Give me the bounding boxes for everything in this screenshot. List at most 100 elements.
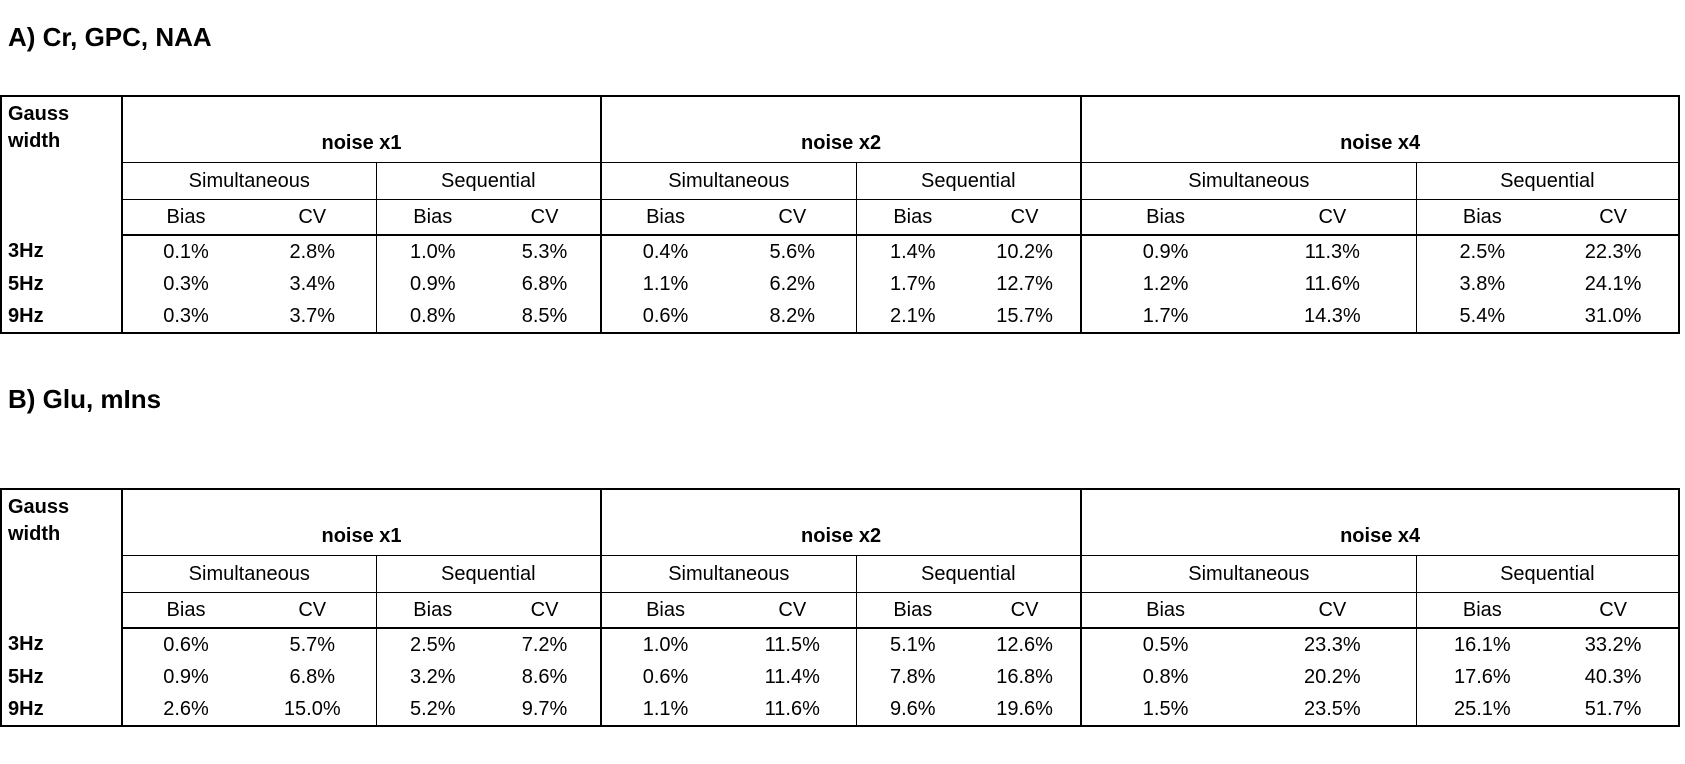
metric-header-bias: Bias [1415, 199, 1549, 236]
metric-header-cv: CV [1249, 199, 1417, 236]
metric-header-cv: CV [729, 199, 857, 236]
value-cell: 5.7% [289, 633, 336, 656]
metric-header-bias: Bias [1080, 592, 1250, 629]
value-cell: 0.1% [121, 235, 249, 268]
value-cell: 5.6% [769, 240, 816, 263]
value-cell: 0.9% [1080, 235, 1250, 268]
row-label: 5Hz [8, 272, 44, 295]
metric-header-bias: Bias [121, 592, 249, 629]
value-cell: 9.7% [521, 697, 568, 720]
method-header-simultaneous: Simultaneous [121, 555, 376, 593]
table-a-title: A) Cr, GPC, NAA [8, 22, 212, 52]
method-header-sequential: Sequential [375, 555, 602, 593]
corner-header-gauss-width: Gauss width [1, 489, 123, 628]
value-cell: 8.6% [521, 665, 568, 688]
corner-header-gauss-width: Gauss width [1, 96, 123, 235]
value-cell: 6.8% [521, 272, 568, 295]
value-cell: 1.1% [600, 693, 730, 726]
value-cell: 51.7% [1584, 697, 1642, 720]
noise-group-header-x2: noise x2 [600, 489, 1082, 556]
metric-header-bias: Bias [855, 199, 970, 236]
value-cell: 5.1% [855, 628, 970, 661]
value-cell: 16.8% [996, 665, 1053, 688]
table-row: Bias CV Bias CV Bias CV Bias CV Bias CV … [1, 199, 1680, 236]
method-header-simultaneous: Simultaneous [600, 162, 857, 200]
value-cell: 5.4% [1415, 300, 1549, 333]
metric-header-bias: Bias [600, 592, 730, 629]
noise-group-header-x1: noise x1 [120, 96, 602, 163]
value-cell: 0.6% [600, 661, 730, 693]
value-cell: 33.2% [1584, 633, 1642, 656]
metric-header-bias: Bias [375, 592, 489, 629]
value-cell: 11.6% [1304, 272, 1360, 295]
value-cell: 0.6% [600, 300, 730, 333]
metric-header-bias: Bias [855, 592, 970, 629]
value-cell: 16.1% [1415, 628, 1549, 661]
row-label: 5Hz [8, 665, 44, 688]
results-table-b: Gauss width noise x1 noise x2 noise x4 S… [0, 488, 1681, 727]
table-row: Gauss width noise x1 noise x2 noise x4 [1, 489, 1680, 628]
metric-header-cv: CV [1548, 592, 1680, 629]
value-cell: 2.5% [1415, 235, 1549, 268]
value-cell: 1.1% [600, 268, 730, 300]
metric-header-bias: Bias [1080, 199, 1250, 236]
value-cell: 3.2% [375, 661, 489, 693]
value-cell: 0.6% [121, 628, 249, 661]
metric-header-cv: CV [729, 592, 857, 629]
value-cell: 6.2% [769, 272, 816, 295]
value-cell: 0.3% [121, 268, 249, 300]
metric-header-bias: Bias [600, 199, 730, 236]
value-cell: 5.2% [375, 693, 489, 726]
value-cell: 3.7% [289, 304, 336, 327]
value-cell: 14.3% [1303, 304, 1361, 327]
metric-header-cv: CV [969, 592, 1082, 629]
corner-header-line1: Gauss [8, 103, 70, 125]
metric-header-cv: CV [969, 199, 1082, 236]
method-header-sequential: Sequential [1415, 555, 1680, 593]
value-cell: 15.7% [996, 304, 1053, 327]
table-row-9hz: 9Hz 0.3% 3.7% 0.8% 8.5% 0.6% 8.2% 2.1% 1… [1, 300, 1679, 333]
value-cell: 22.3% [1584, 240, 1642, 263]
value-cell: 17.6% [1415, 661, 1549, 693]
value-cell: 1.0% [600, 628, 730, 661]
metric-header-cv: CV [249, 592, 376, 629]
value-cell: 2.8% [289, 240, 336, 263]
table-row: Simultaneous Sequential Simultaneous Seq… [1, 162, 1680, 200]
value-cell: 5.3% [521, 240, 568, 263]
method-header-sequential: Sequential [1415, 162, 1680, 200]
row-label: 9Hz [8, 697, 44, 720]
value-cell: 23.5% [1303, 697, 1361, 720]
value-cell: 15.0% [283, 697, 341, 720]
row-label: 3Hz [8, 633, 44, 655]
metric-header-bias: Bias [121, 199, 249, 236]
metric-header-cv: CV [1548, 199, 1680, 236]
value-cell: 1.2% [1080, 268, 1250, 300]
metric-header-bias: Bias [375, 199, 489, 236]
table-row: Simultaneous Sequential Simultaneous Seq… [1, 555, 1680, 593]
metric-header-cv: CV [489, 199, 602, 236]
value-cell: 7.8% [855, 661, 970, 693]
value-cell: 11.5% [764, 633, 820, 656]
value-cell: 1.4% [855, 235, 970, 268]
value-cell: 0.8% [375, 300, 489, 333]
metric-header-cv: CV [1249, 592, 1417, 629]
noise-group-header-x1: noise x1 [120, 489, 602, 556]
table-row-3hz: 3Hz 0.6% 5.7% 2.5% 7.2% 1.0% 11.5% 5.1% … [1, 628, 1679, 661]
value-cell: 0.3% [121, 300, 249, 333]
value-cell: 7.2% [521, 633, 568, 656]
value-cell: 0.9% [121, 661, 249, 693]
metric-header-cv: CV [249, 199, 376, 236]
noise-group-header-x4: noise x4 [1080, 489, 1680, 556]
value-cell: 20.2% [1303, 665, 1361, 688]
table-row-5hz: 5Hz 0.9% 6.8% 3.2% 8.6% 0.6% 11.4% 7.8% … [1, 661, 1679, 693]
table-row: Bias CV Bias CV Bias CV Bias CV Bias CV … [1, 592, 1680, 629]
value-cell: 40.3% [1584, 665, 1642, 688]
value-cell: 8.5% [521, 304, 568, 327]
value-cell: 24.1% [1584, 272, 1642, 295]
corner-header-line2: width [8, 130, 61, 152]
value-cell: 19.6% [996, 697, 1053, 720]
metric-header-cv: CV [489, 592, 602, 629]
table-row-5hz: 5Hz 0.3% 3.4% 0.9% 6.8% 1.1% 6.2% 1.7% 1… [1, 268, 1679, 300]
value-cell: 31.0% [1584, 304, 1642, 327]
value-cell: 1.0% [375, 235, 489, 268]
